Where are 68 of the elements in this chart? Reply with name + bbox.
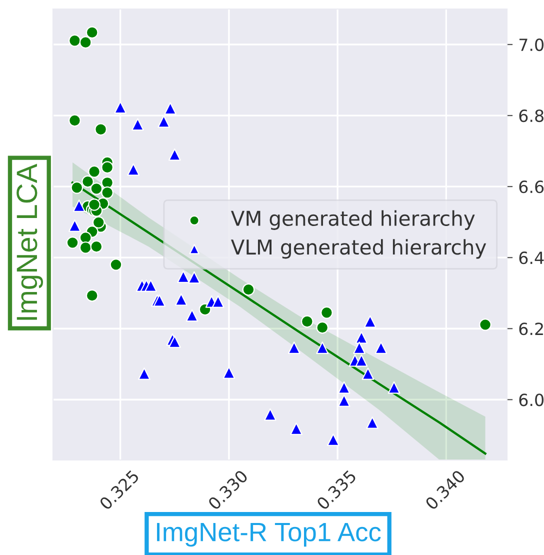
point: [364, 315, 376, 328]
point: [388, 381, 400, 394]
point: [174, 293, 188, 306]
point: [168, 148, 181, 161]
point: [316, 342, 329, 354]
point: [90, 240, 103, 253]
point: [92, 216, 105, 229]
point: [101, 186, 114, 199]
point: [177, 270, 190, 283]
point: [101, 161, 114, 174]
point: [338, 394, 350, 407]
y-tick-label: 7.0: [519, 38, 544, 52]
point: [132, 118, 144, 131]
point: [355, 331, 368, 344]
point: [479, 318, 492, 331]
point: [316, 321, 329, 334]
point: [164, 102, 176, 115]
point: [264, 408, 276, 421]
point: [212, 295, 224, 308]
point: [242, 283, 255, 296]
point: [94, 123, 107, 136]
point: [79, 232, 92, 244]
point: [70, 181, 84, 194]
point: [68, 114, 81, 127]
y-tick-label: 6.4: [519, 252, 544, 264]
point: [338, 381, 350, 394]
point: [158, 115, 170, 128]
point: [366, 416, 379, 429]
point: [374, 342, 388, 354]
y-tick-label: 6.0: [519, 394, 544, 406]
point: [88, 165, 100, 178]
point: [88, 198, 100, 211]
point: [82, 175, 94, 188]
point: [186, 309, 198, 322]
point: [127, 163, 140, 176]
point: [86, 26, 98, 39]
point: [362, 368, 374, 380]
point: [79, 36, 92, 49]
point: [168, 336, 181, 348]
point: [114, 101, 127, 114]
point: [90, 182, 103, 195]
point: [222, 366, 236, 379]
legend-label: VM generated hierarchy: [230, 210, 475, 230]
y-tick-label: 6.8: [519, 110, 544, 122]
y-tick-label: 6.2: [519, 322, 543, 336]
point: [355, 354, 368, 367]
point: [353, 342, 366, 354]
point: [79, 241, 92, 254]
y-tick-label: 6.6: [519, 180, 544, 194]
x-axis-title: ImgNet-R Top1 Acc: [157, 522, 381, 547]
legend-label: VLM generated hierarchy: [230, 239, 486, 259]
y-axis-title: ImgNet LCA: [16, 164, 44, 320]
point: [153, 294, 166, 307]
point: [188, 271, 200, 284]
point: [327, 434, 340, 446]
point: [290, 422, 302, 435]
point: [288, 342, 300, 354]
point: [300, 315, 314, 328]
point: [144, 279, 157, 292]
point: [320, 306, 333, 319]
point: [68, 219, 81, 232]
point: [138, 368, 150, 380]
point: [101, 176, 114, 189]
point: [86, 289, 98, 302]
point: [72, 200, 86, 212]
point: [68, 34, 81, 47]
point: [66, 236, 79, 249]
point: [110, 258, 122, 271]
